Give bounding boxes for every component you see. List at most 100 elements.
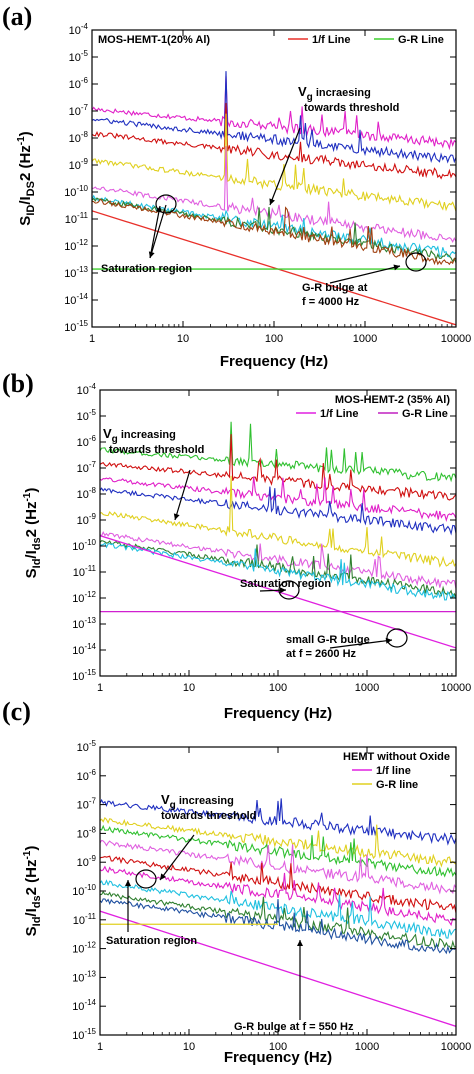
chart-title: MOS-HEMT-1(20% Al) — [98, 34, 210, 46]
y-tick-label: 10-6 — [77, 768, 97, 783]
ann-v-sub: g — [307, 92, 313, 103]
x-axis-label: Frequency (Hz) — [224, 1049, 332, 1066]
y-tick-label: 10-6 — [69, 76, 89, 91]
y-tick-exponent: -13 — [76, 265, 88, 274]
legend-label: G-R line — [376, 779, 418, 791]
y-tick-exponent: -4 — [81, 22, 89, 31]
y-tick-label: 10-10 — [64, 184, 88, 199]
y-label-sup: -1 — [16, 136, 27, 145]
legend-label: G-R Line — [398, 34, 444, 46]
y-tick-exponent: -9 — [89, 854, 97, 863]
y-tick-base: 10 — [77, 463, 89, 475]
ann-v-rest: increasing — [176, 795, 234, 807]
y-tick-exponent: -14 — [76, 292, 88, 301]
chart-title: HEMT without Oxide — [343, 751, 450, 763]
y-tick-base: 10 — [77, 742, 89, 754]
panel-label: (b) — [2, 369, 34, 398]
annotation-vg-line2: towards threshold — [109, 444, 204, 456]
legend-label: 1/f Line — [320, 408, 359, 420]
y-tick-base: 10 — [69, 133, 81, 145]
y-tick-exponent: -6 — [81, 76, 89, 85]
y-label-mid: /I — [23, 908, 40, 916]
y-tick-label: 10-15 — [72, 668, 96, 683]
y-tick-label: 10-5 — [77, 408, 97, 423]
series-line-3 — [100, 824, 456, 878]
annotation-gr: G-R bulge at — [302, 282, 368, 294]
y-label-sup: -1 — [22, 850, 33, 859]
chart-panel-1: (a)1 10 100 1000 1000010-410-510-610-710-810… — [2, 2, 471, 370]
y-tick-label: 10-9 — [69, 157, 89, 172]
legend: 1/f Line G-R Line — [288, 34, 444, 46]
y-tick-label: 10-12 — [72, 590, 96, 605]
y-tick-exponent: -7 — [81, 103, 89, 112]
y-label-sup: -1 — [22, 492, 33, 501]
y-label-end: ) — [23, 488, 40, 493]
y-label-s: S — [23, 926, 40, 936]
y-tick-exponent: -15 — [76, 319, 88, 328]
y-axis-label: SId/Ids2 (Hz-1) — [22, 488, 43, 579]
y-tick-base: 10 — [77, 489, 89, 501]
y-tick-exponent: -12 — [84, 941, 96, 950]
y-label-sub1: Id — [31, 559, 43, 569]
arrow-vg-head — [160, 873, 167, 880]
y-tick-label: 10-4 — [69, 22, 89, 37]
arrow-gr — [329, 639, 393, 649]
series-line-9 — [100, 898, 456, 955]
y-tick-base: 10 — [72, 1030, 84, 1042]
y-axis-label: SID/IDS2 (Hz-1) — [16, 131, 37, 225]
ann-v-sub: g — [112, 434, 118, 445]
y-tick-label: 10-13 — [72, 616, 96, 631]
y-tick-label: 10-7 — [77, 460, 97, 475]
series-line-3 — [100, 476, 456, 522]
y-tick-base: 10 — [72, 886, 84, 898]
series-line-3 — [92, 102, 456, 180]
highlight-circle-1 — [155, 194, 177, 214]
y-tick-exponent: -8 — [89, 486, 97, 495]
y-tick-base: 10 — [72, 944, 84, 956]
y-tick-exponent: -13 — [84, 616, 96, 625]
annotation-gr: G-R bulge at f = 550 Hz — [234, 1021, 354, 1033]
series-line-4 — [100, 486, 456, 536]
arrow-vg — [159, 834, 195, 881]
y-label-sub2: DS — [25, 181, 37, 196]
arrow-saturation-head — [279, 587, 286, 594]
y-tick-label: 10-11 — [65, 211, 89, 226]
y-tick-label: 10-8 — [77, 825, 97, 840]
arrow-vg — [269, 127, 301, 206]
y-tick-base: 10 — [64, 322, 76, 334]
series-group — [92, 71, 456, 326]
series-line-4 — [92, 113, 456, 212]
series-line-5 — [100, 475, 456, 568]
arrow-saturation — [149, 204, 167, 259]
y-tick-base: 10 — [64, 187, 76, 199]
arrow-vg — [174, 469, 191, 521]
annotation-vg: Vg incraesing — [298, 84, 371, 103]
highlight-circle-2 — [405, 252, 427, 272]
y-tick-base: 10 — [69, 52, 81, 64]
x-tick-label: 1000 — [355, 1041, 379, 1053]
y-tick-exponent: -5 — [89, 408, 97, 417]
ann-v-rest: incraesing — [313, 87, 371, 99]
y-tick-exponent: -14 — [84, 998, 96, 1007]
y-tick-label: 10-9 — [77, 854, 97, 869]
y-tick-label: 10-15 — [72, 1027, 96, 1042]
y-label-sub1: ID — [25, 205, 37, 216]
y-tick-label: 10-8 — [77, 486, 97, 501]
y-tick-exponent: -10 — [76, 184, 88, 193]
series-line-5 — [92, 146, 456, 244]
y-tick-base: 10 — [65, 214, 77, 226]
y-tick-base: 10 — [72, 541, 84, 553]
y-tick-label: 10-15 — [64, 319, 88, 334]
x-tick-label: 10 — [183, 1041, 195, 1053]
y-tick-exponent: -4 — [89, 382, 97, 391]
y-tick-exponent: -15 — [84, 668, 96, 677]
x-tick-label: 10 — [183, 682, 195, 694]
y-tick-exponent: -14 — [84, 642, 96, 651]
y-tick-label: 10-12 — [64, 238, 88, 253]
chart-panel-3: (c)1 10 100 1000 1000010-510-610-710-810-910… — [2, 697, 471, 1066]
highlight-circle-1 — [135, 869, 157, 889]
arrow-saturation-head — [125, 880, 131, 886]
ann-v-rest: increasing — [118, 429, 176, 441]
ann-v: V — [161, 792, 170, 807]
y-tick-exponent: -7 — [89, 460, 97, 469]
